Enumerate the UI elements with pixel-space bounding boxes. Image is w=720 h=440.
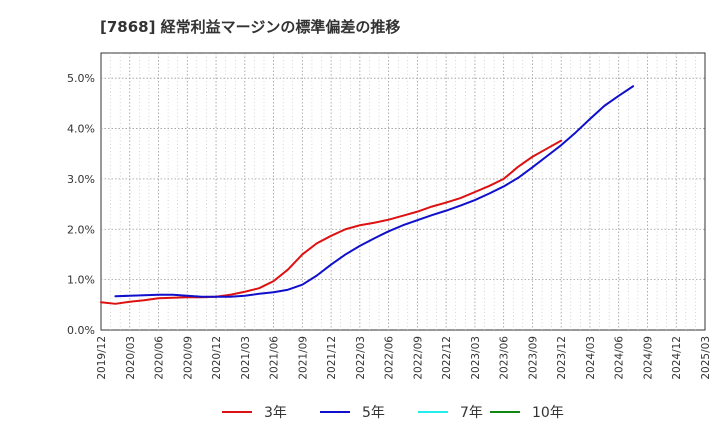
y-tick-label: 4.0% — [67, 123, 95, 136]
legend: 3年 5年 7年 10年 — [222, 405, 564, 421]
x-tick-label: 2024/03 — [585, 336, 597, 380]
y-tick-label: 2.0% — [67, 223, 95, 236]
x-tick-label: 2023/06 — [499, 336, 511, 380]
x-axis: 2019/12 2020/03 2020/06 2020/09 2020/12 2021/… — [96, 336, 712, 380]
x-tick-label: 2021/12 — [326, 336, 338, 380]
chart-title: [7868] 経常利益マージンの標準偏差の推移 — [100, 18, 400, 36]
x-tick-label: 2022/03 — [355, 336, 367, 380]
grid — [101, 53, 705, 330]
x-tick-label: 2023/09 — [527, 336, 539, 380]
y-axis: 0.0% 1.0% 2.0% 3.0% 4.0% 5.0% — [67, 72, 95, 337]
legend-label: 7年 — [460, 405, 483, 421]
y-tick-label: 1.0% — [67, 274, 95, 287]
x-tick-label: 2021/09 — [297, 336, 309, 380]
x-tick-label: 2023/12 — [556, 336, 568, 380]
x-tick-label: 2024/06 — [614, 336, 626, 380]
series-line-3年 — [100, 139, 563, 305]
x-tick-label: 2021/06 — [269, 336, 281, 380]
x-tick-label: 2022/06 — [384, 336, 396, 380]
x-tick-label: 2024/12 — [671, 336, 683, 380]
legend-label: 10年 — [532, 405, 564, 421]
y-tick-label: 0.0% — [67, 324, 95, 337]
series-line-5年 — [114, 85, 635, 298]
x-tick-label: 2020/09 — [182, 336, 194, 380]
x-tick-label: 2022/12 — [441, 336, 453, 380]
y-tick-label: 3.0% — [67, 173, 95, 186]
series-lines — [100, 85, 635, 305]
x-tick-label: 2019/12 — [96, 336, 108, 380]
x-tick-label: 2021/03 — [240, 336, 252, 380]
x-tick-label: 2022/09 — [412, 336, 424, 380]
x-tick-label: 2025/03 — [700, 336, 712, 380]
x-tick-label: 2020/06 — [154, 336, 166, 380]
x-tick-label: 2024/09 — [642, 336, 654, 380]
plot-area — [100, 52, 706, 331]
x-tick-label: 2020/03 — [125, 336, 137, 380]
x-tick-label: 2023/03 — [470, 336, 482, 380]
x-tick-label: 2020/12 — [211, 336, 223, 380]
legend-label: 3年 — [264, 405, 287, 421]
y-tick-label: 5.0% — [67, 72, 95, 85]
legend-label: 5年 — [362, 405, 385, 421]
